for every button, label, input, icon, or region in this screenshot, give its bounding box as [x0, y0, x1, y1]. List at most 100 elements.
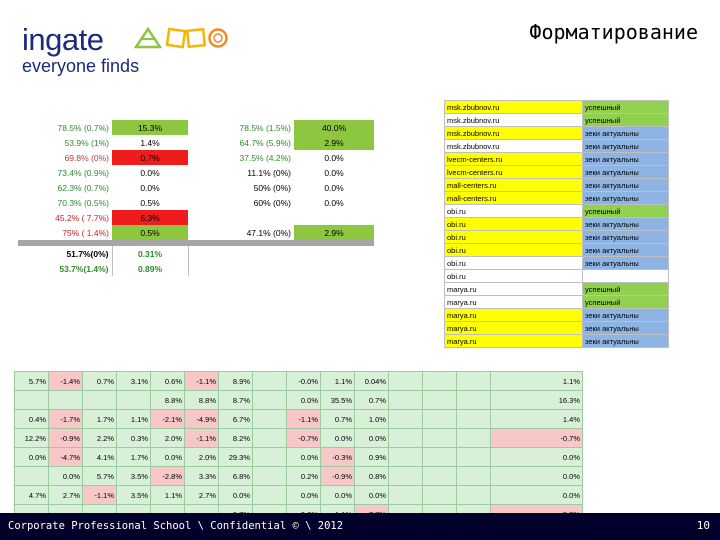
domain-cell: obi.ru [444, 230, 583, 244]
grid-cell [388, 409, 423, 429]
status-cell: зеки актуальны [582, 178, 669, 192]
domain-cell: marya.ru [444, 295, 583, 309]
grid-cell: 0.6% [150, 371, 185, 391]
table-row: obi.ru зеки актуальны [444, 243, 669, 257]
table-row: marya.ru успешный [444, 282, 669, 296]
table-row: 53.9% (1%) 1.4% 64.7% (5.9%) 2.9% [18, 135, 374, 150]
grid-row: 0.0% -4.7% 4.1% 1.7% 0.0% 2.0% 29.3% 0.0% -0.3% 0… [14, 447, 583, 467]
table-row: msk.zbubnov.ru зеки актуальны [444, 126, 669, 140]
status-cell: зеки актуальны [582, 191, 669, 205]
table-row: lvecm-centers.ru зеки актуальны [444, 152, 669, 166]
grid-cell: 6.8% [218, 466, 253, 486]
table-row: obi.ru зеки актуальны [444, 217, 669, 231]
grid-cell: 1.0% [354, 409, 389, 429]
domain-cell: msk.zbubnov.ru [444, 113, 583, 127]
domain-cell: obi.ru [444, 204, 583, 218]
domain-cell: marya.ru [444, 308, 583, 322]
grid-cell [388, 466, 423, 486]
table-cell: 2.9% [294, 135, 374, 150]
grid-cell: 5.7% [82, 466, 117, 486]
table-row: 45.2% ( 7.7%) 6.3% [18, 210, 374, 225]
table-cell: 53.7%(1.4%) [59, 263, 109, 274]
grid-cell [422, 371, 457, 391]
grid-cell [456, 371, 491, 391]
grid-cell: 1.1% [116, 409, 151, 429]
grid-cell: 0.0% [14, 447, 49, 467]
table-cell: 78.5% (1.5%) [239, 122, 292, 133]
grid-cell [422, 447, 457, 467]
table-cell: 50% (0%) [253, 182, 291, 193]
status-cell: зеки актуальны [582, 321, 669, 335]
grid-cell [116, 390, 151, 410]
logo-mark-icon [133, 26, 228, 49]
grid-cell [456, 447, 491, 467]
grid-cell: 0.0% [320, 428, 355, 448]
status-cell: зеки актуальны [582, 308, 669, 322]
grid-cell [252, 485, 287, 505]
grid-cell: 0.4% [14, 409, 49, 429]
table-cell: 6.3% [112, 210, 188, 225]
grid-cell: 0.0% [490, 485, 583, 505]
grid-cell: 8.7% [218, 390, 253, 410]
grid-cell: 0.7% [354, 390, 389, 410]
grid-cell [422, 485, 457, 505]
table-cell: 75% ( 1.4%) [62, 227, 109, 238]
table-row: marya.ru зеки актуальны [444, 321, 669, 335]
status-cell: успешный [582, 204, 669, 218]
grid-cell [252, 466, 287, 486]
status-cell: зеки актуальны [582, 243, 669, 257]
table-cell: 0.89% [111, 261, 188, 276]
grid-cell: 0.0% [354, 428, 389, 448]
grid-cell: 1.1% [320, 371, 355, 391]
grid-row: 0.4% -1.7% 1.7% 1.1% -2.1% -4.9% 6.7% -1.1% 0.7%… [14, 409, 583, 429]
table-cell: 69.8% (0%) [64, 152, 109, 163]
grid-cell: 8.8% [150, 390, 185, 410]
grid-cell: 0.2% [286, 466, 321, 486]
table-cell: 45.2% ( 7.7%) [55, 212, 109, 223]
grid-cell: -0.0% [286, 371, 321, 391]
grid-cell [422, 409, 457, 429]
grid-cell: 4.1% [82, 447, 117, 467]
table-cell: 0.0% [324, 182, 344, 193]
table-cell [294, 210, 374, 225]
grid-row: 8.8% 8.8% 8.7% 0.0% 35.5% 0.7% 16.3% [14, 390, 583, 410]
grid-cell [422, 428, 457, 448]
status-cell: зеки актуальны [582, 165, 669, 179]
grid-cell [388, 447, 423, 467]
grid-cell: 29.3% [218, 447, 253, 467]
table-row: obi.ru успешный [444, 204, 669, 218]
table-row: marya.ru успешный [444, 295, 669, 309]
domain-cell: msk.zbubnov.ru [444, 100, 583, 114]
grid-cell: -2.8% [150, 466, 185, 486]
table-cell: 0.0% [324, 197, 344, 208]
grid-cell: -2.1% [150, 409, 185, 429]
grid-cell: 0.7% [320, 409, 355, 429]
table-cell: 64.7% (5.9%) [239, 137, 292, 148]
grid-cell: -1.7% [48, 409, 83, 429]
status-cell: успешный [582, 295, 669, 309]
status-cell [582, 269, 669, 283]
table-row: 75% ( 1.4%) 0.5% 47.1% (0%) 2.9% [18, 225, 374, 240]
table-cell: 51.7%(0%) [66, 248, 109, 259]
grid-cell: -4.7% [48, 447, 83, 467]
grid-cell [14, 466, 49, 486]
grid-cell: 0.0% [218, 485, 253, 505]
domain-cell: obi.ru [444, 269, 583, 283]
conversion-table: 78.5% (0.7%) 15.3% 78.5% (1.5%) 40.0% 53… [18, 120, 374, 276]
table-cell: 0.5% [140, 197, 160, 208]
table-row: 78.5% (0.7%) 15.3% 78.5% (1.5%) 40.0% [18, 120, 374, 135]
domain-cell: msk.zbubnov.ru [444, 139, 583, 153]
grid-cell: 2.2% [82, 428, 117, 448]
table-row: msk.zbubnov.ru зеки актуальны [444, 139, 669, 153]
table-cell: 37.5% (4.2%) [239, 152, 292, 163]
grid-cell [388, 371, 423, 391]
table-row: marya.ru зеки актуальны [444, 308, 669, 322]
grid-cell [252, 390, 287, 410]
domain-cell: mall-centers.ru [444, 191, 583, 205]
status-cell: успешный [582, 100, 669, 114]
grid-cell [388, 485, 423, 505]
table-cell: 62.3% (0.7%) [57, 182, 110, 193]
domain-cell: obi.ru [444, 256, 583, 270]
grid-cell: 4.7% [14, 485, 49, 505]
grid-cell: 0.0% [286, 447, 321, 467]
